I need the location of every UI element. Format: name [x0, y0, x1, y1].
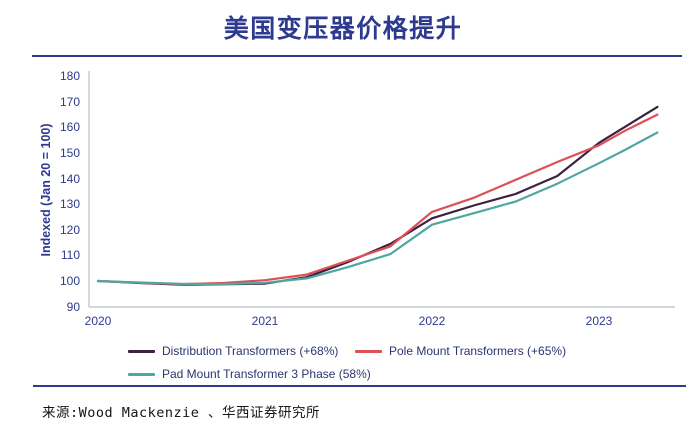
- y-tick-label: 150: [59, 146, 80, 160]
- y-tick-label: 130: [59, 197, 80, 212]
- y-tick-label: 180: [59, 69, 80, 84]
- distribution-line-swatch: [128, 349, 155, 353]
- legend-item-pad-mount: Pad Mount Transformer 3 Phase (58%): [128, 367, 371, 381]
- legend-label: Pad Mount Transformer 3 Phase (58%): [162, 367, 371, 381]
- series-lines-group: [96, 105, 659, 286]
- x-tick-label: 2022: [418, 314, 446, 328]
- x-tick-label: 2021: [251, 314, 279, 328]
- y-tick-label: 170: [59, 94, 80, 109]
- pad-mount-line-swatch: [128, 372, 155, 376]
- legend-item-pole-mount: Pole Mount Transformers (+65%): [355, 344, 566, 358]
- y-tick-label: 90: [66, 299, 80, 314]
- y-tick-label: 110: [60, 248, 80, 263]
- x-tick-label: 2020: [84, 314, 112, 328]
- pole-mount-line-swatch: [355, 349, 382, 353]
- y-tick-labels: 180 170 160 150 140 130 120 110 100 90: [0, 0, 80, 435]
- y-tick-label: 100: [59, 274, 80, 288]
- page-title: 美国变压器价格提升: [223, 15, 463, 43]
- y-tick-label: 140: [59, 171, 80, 186]
- x-tick-label: 2023: [585, 314, 613, 328]
- bottom-divider: [33, 385, 686, 387]
- legend-label: Distribution Transformers (+68%): [162, 344, 339, 358]
- series-line-2: [96, 131, 659, 286]
- legend-label: Pole Mount Transformers (+65%): [389, 344, 567, 358]
- y-tick-label: 160: [59, 120, 80, 135]
- legend-item-distribution: Distribution Transformers (+68%): [128, 344, 338, 358]
- y-tick-label: 120: [59, 222, 80, 237]
- top-divider: [32, 55, 682, 57]
- source-text: 来源:Wood Mackenzie 、华西证券研究所: [42, 405, 321, 421]
